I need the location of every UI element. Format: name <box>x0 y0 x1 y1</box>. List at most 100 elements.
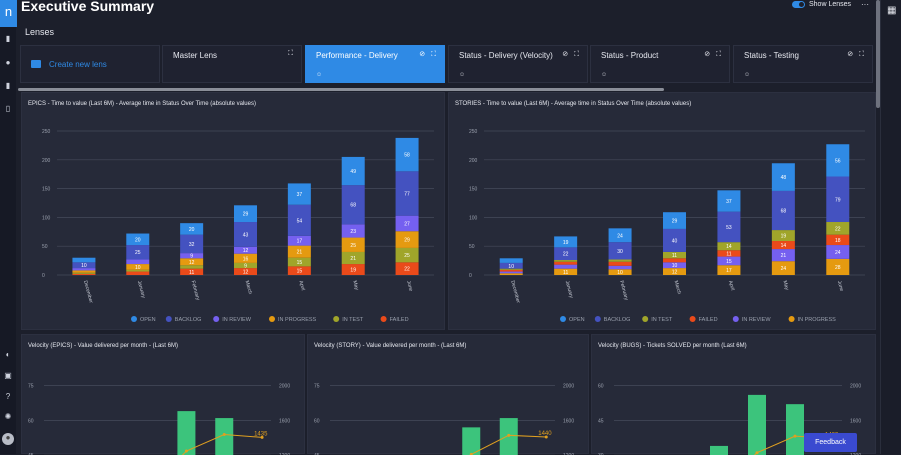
line-data-label: 1435 <box>254 431 268 437</box>
hide-expand-icons[interactable]: ⊘ ⛶ <box>562 51 581 58</box>
bookmark-icon[interactable]: ▮ <box>5 81 11 90</box>
building-icon[interactable]: ▮ <box>5 34 11 43</box>
users-icon: ☺ <box>316 72 323 78</box>
toggle-switch[interactable] <box>792 1 805 8</box>
bar-segment <box>234 268 257 275</box>
y-tick-label: 0 <box>42 273 45 279</box>
velocity-story-chart: 4512006016007520001440 <box>314 384 574 455</box>
y-tick-label: 60 <box>598 384 604 390</box>
feedback-button[interactable]: Feedback <box>804 433 857 452</box>
lens-status-delivery-velocity[interactable]: Status - Delivery (Velocity) ⊘ ⛶ ☺ <box>448 45 588 83</box>
hide-expand-icons[interactable]: ⊘ ⛶ <box>847 51 866 58</box>
velocity-line <box>469 434 547 455</box>
legend-label: IN TEST <box>342 317 364 323</box>
calendar-icon[interactable]: ▣ <box>4 371 12 380</box>
bar-segment <box>717 256 741 266</box>
compass-icon[interactable]: ● <box>5 58 11 67</box>
bar-segment <box>771 249 795 262</box>
velocity-bar <box>748 394 766 455</box>
lens-status-testing[interactable]: Status - Testing ⊘ ⛶ ☺ <box>733 45 873 83</box>
bar-segment <box>287 183 311 205</box>
bar-segment <box>72 268 96 271</box>
bar-segment <box>554 247 578 261</box>
bar-segment <box>72 273 96 275</box>
bar-segment <box>554 268 578 275</box>
data-label: 11 <box>726 251 731 257</box>
data-label: 15 <box>297 269 303 275</box>
y-tick-label: 200 <box>469 158 478 164</box>
help-icon[interactable]: ? <box>5 392 11 401</box>
data-label: 40 <box>672 238 678 244</box>
x-tick-label: February <box>618 280 629 301</box>
legend-marker <box>213 316 220 322</box>
bar-segment <box>554 261 578 265</box>
avatar[interactable]: ● <box>2 433 14 445</box>
data-label: 12 <box>243 270 249 276</box>
velocity-line <box>181 433 263 455</box>
lens-status-product[interactable]: Status - Product ⊘ ⛶ ☺ <box>590 45 730 83</box>
line-point <box>755 451 759 455</box>
y2-tick-label: 1600 <box>563 418 574 424</box>
bar-segment <box>341 185 365 225</box>
settings-icon[interactable]: ✺ <box>4 412 12 421</box>
data-label: 9 <box>190 254 193 260</box>
velocity-bar <box>215 418 234 455</box>
legend-label: IN TEST <box>651 317 673 323</box>
document-icon[interactable]: ▯ <box>5 104 11 113</box>
legend-label: IN REVIEW <box>742 317 772 323</box>
vertical-scrollbar[interactable] <box>876 0 880 108</box>
bar-segment <box>826 245 850 259</box>
expand-icon[interactable]: ⛶ <box>288 50 295 57</box>
data-label: 37 <box>726 199 732 205</box>
line-data-label: 1440 <box>538 431 552 437</box>
bar-segment <box>608 242 632 260</box>
lenses-horizontal-scrollbar[interactable] <box>18 88 664 91</box>
bar-segment <box>126 259 150 265</box>
bar-segment <box>72 262 96 269</box>
y-tick-label: 100 <box>469 215 478 221</box>
x-tick-label: April <box>297 280 305 291</box>
data-label: 15 <box>297 260 303 266</box>
data-label: 14 <box>781 243 787 249</box>
globe-icon[interactable]: ◐ <box>5 350 11 359</box>
create-lens-button[interactable]: Create new lens <box>20 45 160 83</box>
bar-segment <box>287 266 311 275</box>
bar-segment <box>663 258 686 263</box>
bar-segment <box>180 258 204 266</box>
hide-expand-icons[interactable]: ⊘ ⛶ <box>419 51 438 58</box>
data-label: 43 <box>243 232 249 238</box>
y-tick-label: 45 <box>598 418 604 424</box>
bar-segment <box>287 245 311 258</box>
lens-performance-delivery[interactable]: Performance - Delivery ⊘ ⛶ ☺ <box>305 45 445 83</box>
hide-expand-icons[interactable]: ⊘ ⛶ <box>704 51 723 58</box>
bar-segment <box>499 258 523 263</box>
y-tick-label: 0 <box>469 273 472 279</box>
lens-title: Status - Product <box>601 51 659 60</box>
legend-label: OPEN <box>569 317 585 323</box>
legend-marker <box>642 316 649 322</box>
bar-segment <box>180 268 204 275</box>
bar-segment <box>395 137 419 172</box>
data-label: 22 <box>835 226 841 232</box>
stories-time-to-value-panel: STORIES - Time to value (Last 6M) - Aver… <box>448 92 876 330</box>
data-label: 53 <box>726 225 732 231</box>
bar-segment <box>663 212 686 229</box>
legend-marker <box>269 316 275 322</box>
lens-master[interactable]: Master Lens ⛶ <box>162 45 302 83</box>
bar-segment <box>826 258 850 275</box>
app-logo[interactable]: n <box>0 0 17 27</box>
data-label: 10 <box>508 264 514 270</box>
legend-marker <box>594 316 601 322</box>
x-tick-label: December <box>509 280 521 304</box>
bar-segment <box>126 264 150 270</box>
show-lenses-toggle[interactable]: Show Lenses <box>792 1 851 8</box>
bar-segment <box>717 250 741 257</box>
data-label: 58 <box>404 153 410 159</box>
y-tick-label: 75 <box>28 384 34 390</box>
y-tick-label: 250 <box>42 129 51 135</box>
more-options-icon[interactable]: ··· <box>861 0 869 9</box>
bar-segment <box>608 269 632 275</box>
data-label: 19 <box>563 240 569 246</box>
dashboard-layout-icon[interactable]: ▦ <box>887 5 897 16</box>
y2-tick-label: 2000 <box>850 384 861 390</box>
